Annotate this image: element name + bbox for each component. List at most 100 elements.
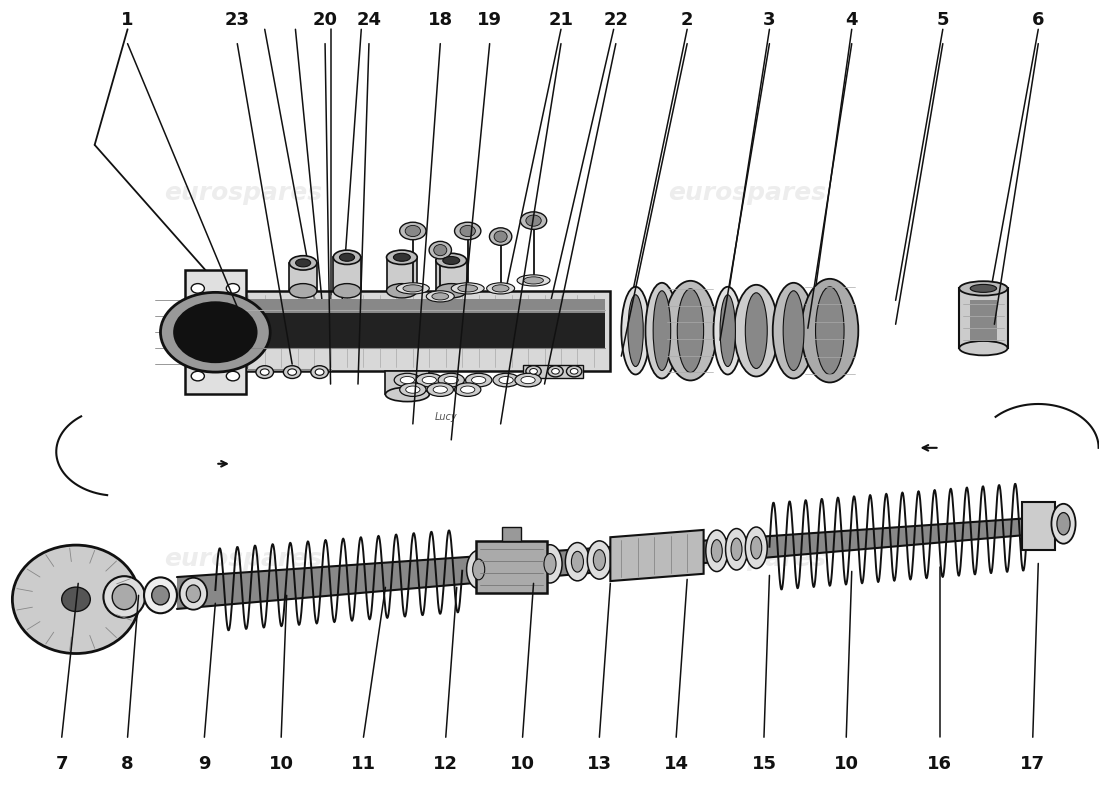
Ellipse shape xyxy=(394,254,410,262)
Text: 12: 12 xyxy=(433,754,459,773)
Text: 4: 4 xyxy=(846,11,858,30)
Ellipse shape xyxy=(712,540,723,562)
Ellipse shape xyxy=(465,374,492,387)
Ellipse shape xyxy=(801,279,858,382)
Ellipse shape xyxy=(714,286,742,374)
Ellipse shape xyxy=(783,290,804,370)
Ellipse shape xyxy=(571,551,583,572)
Text: Lucy: Lucy xyxy=(434,412,458,422)
Ellipse shape xyxy=(517,275,550,286)
Ellipse shape xyxy=(405,226,420,237)
Ellipse shape xyxy=(538,545,562,583)
Ellipse shape xyxy=(526,215,541,226)
Ellipse shape xyxy=(284,366,301,378)
Bar xyxy=(1022,502,1055,550)
Ellipse shape xyxy=(161,292,271,372)
Text: 20: 20 xyxy=(312,11,338,30)
Ellipse shape xyxy=(678,289,704,373)
Ellipse shape xyxy=(386,250,417,265)
Text: 17: 17 xyxy=(1021,754,1045,773)
Text: 21: 21 xyxy=(549,11,573,30)
Ellipse shape xyxy=(62,587,90,611)
Ellipse shape xyxy=(587,541,612,579)
Ellipse shape xyxy=(570,369,578,374)
Ellipse shape xyxy=(653,290,671,370)
Ellipse shape xyxy=(461,386,475,394)
Ellipse shape xyxy=(112,584,136,610)
Ellipse shape xyxy=(438,374,464,387)
Text: 1: 1 xyxy=(121,11,134,30)
Ellipse shape xyxy=(970,285,997,292)
Ellipse shape xyxy=(432,293,449,300)
Bar xyxy=(959,288,1008,348)
Ellipse shape xyxy=(433,245,447,256)
Ellipse shape xyxy=(451,283,484,294)
Ellipse shape xyxy=(399,222,426,240)
Polygon shape xyxy=(177,515,1066,609)
Ellipse shape xyxy=(399,383,426,397)
Text: 5: 5 xyxy=(936,11,949,30)
Ellipse shape xyxy=(959,282,1008,295)
Bar xyxy=(476,541,548,593)
FancyBboxPatch shape xyxy=(185,270,245,394)
Ellipse shape xyxy=(593,550,605,570)
Bar xyxy=(289,263,317,290)
Text: 2: 2 xyxy=(681,11,693,30)
Ellipse shape xyxy=(772,283,814,378)
Ellipse shape xyxy=(333,284,361,298)
Ellipse shape xyxy=(436,254,466,268)
Ellipse shape xyxy=(1052,504,1076,544)
Ellipse shape xyxy=(289,284,317,298)
Text: 13: 13 xyxy=(587,754,612,773)
Text: 6: 6 xyxy=(1032,11,1045,30)
Bar xyxy=(243,310,605,348)
Ellipse shape xyxy=(551,369,559,374)
Text: 19: 19 xyxy=(477,11,503,30)
Ellipse shape xyxy=(422,377,437,384)
Ellipse shape xyxy=(403,285,422,292)
Ellipse shape xyxy=(524,277,543,284)
Ellipse shape xyxy=(427,383,453,397)
Ellipse shape xyxy=(493,374,519,387)
Ellipse shape xyxy=(191,284,205,293)
Ellipse shape xyxy=(454,383,481,397)
Ellipse shape xyxy=(333,250,361,265)
Ellipse shape xyxy=(296,259,310,267)
Ellipse shape xyxy=(646,283,679,378)
Ellipse shape xyxy=(1057,513,1070,535)
Ellipse shape xyxy=(12,545,140,654)
Ellipse shape xyxy=(521,377,536,384)
Ellipse shape xyxy=(526,366,541,377)
Polygon shape xyxy=(610,530,704,581)
Text: 15: 15 xyxy=(751,754,777,773)
Ellipse shape xyxy=(186,585,200,602)
Text: 8: 8 xyxy=(121,754,134,773)
Text: 3: 3 xyxy=(763,11,776,30)
Ellipse shape xyxy=(227,371,240,381)
Ellipse shape xyxy=(565,542,590,581)
Ellipse shape xyxy=(544,554,556,574)
Bar xyxy=(502,526,521,541)
Ellipse shape xyxy=(433,386,448,394)
Text: 10: 10 xyxy=(510,754,535,773)
Ellipse shape xyxy=(443,257,460,265)
Ellipse shape xyxy=(746,293,767,369)
Ellipse shape xyxy=(427,290,454,302)
Bar xyxy=(243,298,605,313)
Ellipse shape xyxy=(103,576,145,618)
Ellipse shape xyxy=(515,374,541,387)
Ellipse shape xyxy=(472,377,486,384)
Ellipse shape xyxy=(959,341,1008,355)
Text: eurospares: eurospares xyxy=(164,181,322,205)
Ellipse shape xyxy=(436,284,466,298)
Ellipse shape xyxy=(720,294,736,366)
Text: 24: 24 xyxy=(356,11,382,30)
Ellipse shape xyxy=(530,369,538,374)
Ellipse shape xyxy=(548,366,563,377)
Ellipse shape xyxy=(732,538,742,561)
Ellipse shape xyxy=(735,285,778,377)
Ellipse shape xyxy=(466,550,491,589)
Bar xyxy=(385,370,429,394)
Ellipse shape xyxy=(621,286,650,374)
Text: 10: 10 xyxy=(834,754,859,773)
